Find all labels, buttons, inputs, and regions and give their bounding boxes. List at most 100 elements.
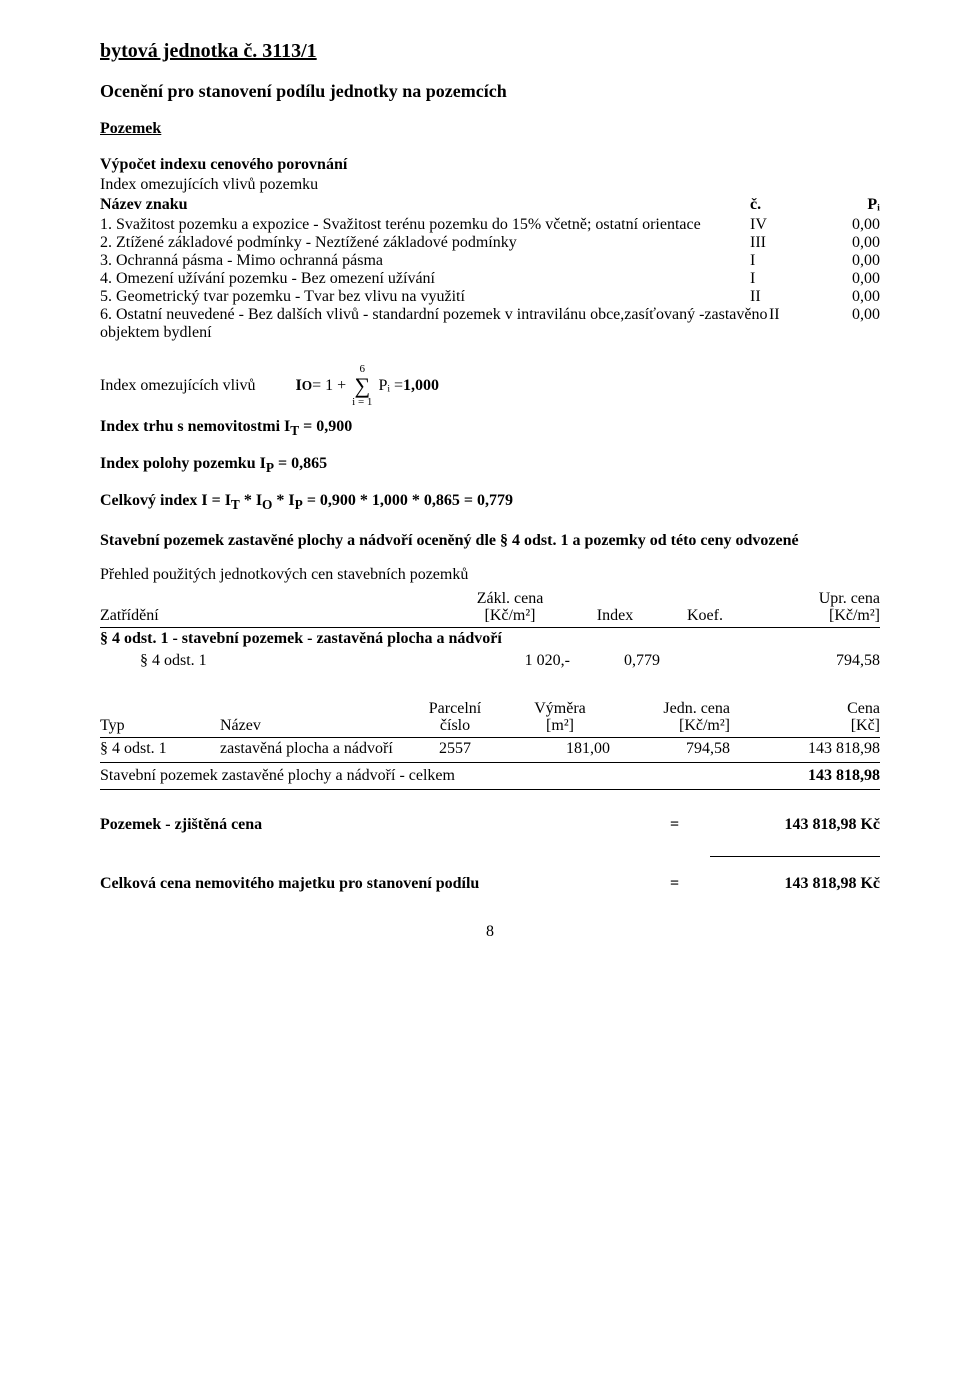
divider (100, 789, 880, 790)
stav-heading: Stavební pozemek zastavěné plochy a nádv… (100, 532, 880, 550)
row-text: 1. Svažitost pozemku a expozice - Svažit… (100, 216, 750, 234)
row-pi: 0,00 (815, 252, 880, 270)
t1-r-c4 (660, 652, 750, 670)
prehled-heading: Přehled použitých jednotkových cen stave… (100, 566, 880, 584)
t1-h-c5b: [Kč/m²] (829, 607, 880, 625)
row-c: IV (750, 216, 815, 234)
total-2-label: Celková cena nemovitého majetku pro stan… (100, 875, 670, 893)
row-pi: 0,00 (815, 288, 880, 306)
t2-row: § 4 odst. 1 zastavěná plocha a nádvoří 2… (100, 738, 880, 760)
ip-sub: P (266, 460, 274, 475)
row-c: I (750, 270, 815, 288)
page: bytová jednotka č. 3113/1 Ocenění pro st… (0, 0, 960, 1375)
row-text: 6. Ostatní neuvedené - Bez dalších vlivů… (100, 306, 769, 342)
row-text: 3. Ochranná pásma - Mimo ochranná pásma (100, 252, 750, 270)
ip-rest: = 0,865 (274, 455, 327, 472)
it-rest: = 0,900 (299, 418, 352, 435)
table-row: 5. Geometrický tvar pozemku - Tvar bez v… (100, 288, 880, 306)
table-row: 3. Ochranná pásma - Mimo ochranná pásma … (100, 252, 880, 270)
t2-sum-val: 143 818,98 (730, 767, 880, 785)
row-c: II (750, 288, 815, 306)
t2-h-c4: Výměra [m²] (510, 700, 610, 735)
t1-r-c3: 0,779 (570, 652, 660, 670)
row-c: II (769, 306, 825, 324)
total-1-label: Pozemek - zjištěná cena (100, 816, 670, 834)
it-line: Index trhu s nemovitostmi IT = 0,900 (100, 418, 880, 439)
pi-term: Pᵢ = (378, 377, 403, 395)
t2-h-c6b: [Kč] (851, 717, 880, 735)
t2-h-c5a: Jedn. cena (663, 700, 730, 718)
sum-icon: 6 ∑ i = 1 (352, 364, 372, 408)
t1-h-c3: Index (570, 607, 660, 625)
io-label: Index omezujících vlivů (100, 377, 256, 395)
t2-sum-label: Stavební pozemek zastavěné plochy a nádv… (100, 767, 730, 785)
row-pi: 0,00 (824, 306, 880, 324)
sigma-icon: ∑ (354, 375, 370, 397)
rule-line (710, 856, 880, 857)
t2-h-c3: Parcelní číslo (400, 700, 510, 735)
table-row: 4. Omezení užívání pozemku - Bez omezení… (100, 270, 880, 288)
table-row: 2. Ztížené základové podmínky - Neztížen… (100, 234, 880, 252)
unit-title: bytová jednotka č. 3113/1 (100, 40, 880, 63)
t1-subheading: § 4 odst. 1 - stavební pozemek - zastavě… (100, 628, 880, 650)
t1-r-c2: 1 020,- (450, 652, 570, 670)
total-1-val: 143 818,98 Kč (710, 816, 880, 834)
t1-h-c2b: [Kč/m²] (485, 607, 536, 625)
t1-h-c1: Zatřídění (100, 607, 450, 625)
total-1-eq: = (670, 816, 710, 834)
t2-h-c5b: [Kč/m²] (679, 717, 730, 735)
t1-h-c2: Zákl. cena [Kč/m²] (450, 590, 570, 625)
total-1: Pozemek - zjištěná cena = 143 818,98 Kč (100, 816, 880, 834)
row-pi: 0,00 (815, 216, 880, 234)
t1-r-c1: § 4 odst. 1 (100, 652, 450, 670)
t2-r-c5: 794,58 (610, 740, 730, 758)
t1-r-c5: 794,58 (750, 652, 880, 670)
t2-h-c3b: číslo (440, 717, 470, 735)
row-text: 5. Geometrický tvar pozemku - Tvar bez v… (100, 288, 750, 306)
t2-h-c4a: Výměra (534, 700, 586, 718)
ci-p4: = 0,900 * 1,000 * 0,865 = 0,779 (303, 492, 513, 509)
sum-bot: i = 1 (352, 397, 372, 408)
ip-line: Index polohy pozemku IP = 0,865 (100, 455, 880, 476)
row-c: III (750, 234, 815, 252)
t1-h-c2a: Zákl. cena (477, 590, 544, 608)
t2-r-c2: zastavěná plocha a nádvoří (220, 740, 400, 758)
row-text: 2. Ztížené základové podmínky - Neztížen… (100, 234, 750, 252)
total-2-eq: = (670, 875, 710, 893)
t2-r-c1: § 4 odst. 1 (100, 740, 220, 758)
header-c: č. (750, 196, 815, 214)
io-value: 1,000 (403, 377, 439, 395)
ci-s3: P (295, 498, 303, 513)
divider (100, 762, 880, 763)
calc-heading: Výpočet indexu cenového porovnání (100, 156, 880, 174)
row-c: I (750, 252, 815, 270)
total-2-val: 143 818,98 Kč (710, 875, 880, 893)
header-name: Název znaku (100, 196, 750, 214)
total-2: Celková cena nemovitého majetku pro stan… (100, 875, 880, 893)
io-sub: O (302, 378, 312, 394)
t2-h-c3a: Parcelní (429, 700, 481, 718)
ip-pre: Index polohy pozemku I (100, 455, 266, 472)
ci-line: Celkový index I = IT * IO * IP = 0,900 *… (100, 492, 880, 513)
row-text: 4. Omezení užívání pozemku - Bez omezení… (100, 270, 750, 288)
t2-h-c4b: [m²] (546, 717, 574, 735)
section-heading: Ocenění pro stanovení podílu jednotky na… (100, 81, 880, 102)
t2-header: Typ Název Parcelní číslo Výměra [m²] Jed… (100, 700, 880, 738)
header-pi: Pᵢ (815, 196, 880, 214)
pozemek-heading: Pozemek (100, 120, 880, 138)
t2-sum: Stavební pozemek zastavěné plochy a nádv… (100, 765, 880, 787)
ci-p3: * I (272, 492, 294, 509)
t2-r-c6: 143 818,98 (730, 740, 880, 758)
table-row: 6. Ostatní neuvedené - Bez dalších vlivů… (100, 306, 880, 342)
it-sub: T (290, 423, 299, 438)
limits-heading: Index omezujících vlivů pozemku (100, 176, 880, 194)
io-eq: = 1 + (312, 377, 346, 395)
t1-header: Zatřídění Zákl. cena [Kč/m²] Index Koef.… (100, 590, 880, 628)
row-pi: 0,00 (815, 234, 880, 252)
ci-p2: * I (240, 492, 262, 509)
t2-h-c6a: Cena (847, 700, 880, 718)
ci-s2: O (262, 498, 272, 513)
row-pi: 0,00 (815, 270, 880, 288)
ci-s1: T (231, 498, 240, 513)
table-header: Název znaku č. Pᵢ (100, 196, 880, 214)
